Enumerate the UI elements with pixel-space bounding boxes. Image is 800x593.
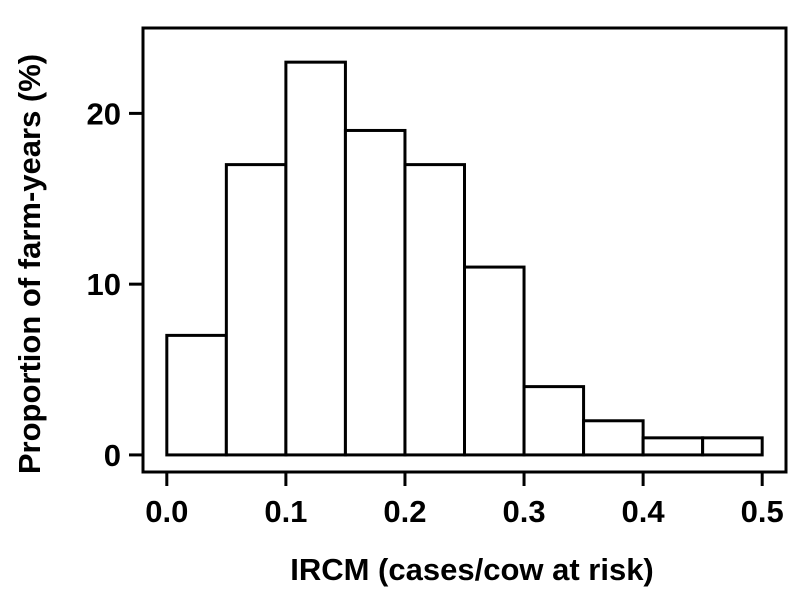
x-tick-label: 0.5 [741, 494, 784, 529]
histogram-bar [165, 333, 228, 457]
x-axis-label: IRCM (cases/cow at risk) [290, 552, 654, 587]
y-axis-ticks: 0 10 20 [87, 96, 143, 473]
histogram-bar [522, 385, 586, 457]
histogram-bar [641, 436, 705, 457]
x-tick-label: 0.1 [264, 494, 307, 529]
x-axis-ticks: 0.0 0.1 0.2 0.3 0.4 0.5 [145, 472, 784, 529]
histogram-bar [582, 419, 645, 457]
histogram-bar [403, 163, 466, 457]
y-tick-label: 0 [104, 438, 121, 473]
y-tick-label: 20 [87, 96, 121, 131]
x-tick-label: 0.2 [383, 494, 426, 529]
plot-frame [141, 26, 788, 474]
x-tick-label: 0.0 [145, 494, 188, 529]
histogram-bar [284, 60, 347, 457]
y-tick-label: 10 [87, 267, 121, 302]
bars-group [165, 60, 764, 457]
histogram-bar [224, 163, 288, 457]
y-axis-label: Proportion of farm-years (%) [12, 54, 47, 474]
histogram-bar [343, 128, 407, 457]
x-tick-label: 0.4 [622, 494, 666, 529]
histogram-bar [463, 265, 526, 457]
histogram-bar [701, 436, 764, 457]
x-tick-label: 0.3 [502, 494, 545, 529]
